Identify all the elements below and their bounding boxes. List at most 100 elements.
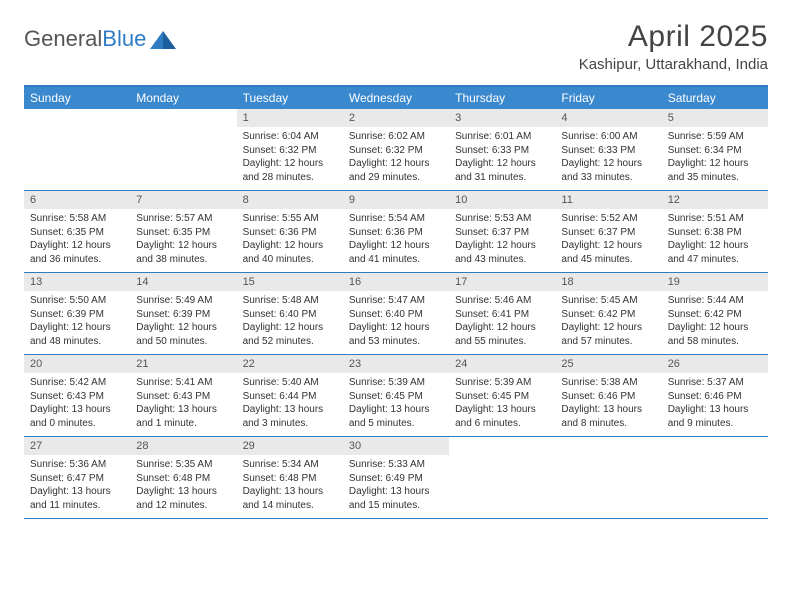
day-cell: 25Sunrise: 5:38 AMSunset: 6:46 PMDayligh… (555, 355, 661, 436)
daylight-text: Daylight: 12 hours and 43 minutes. (455, 239, 549, 266)
day-cell: 23Sunrise: 5:39 AMSunset: 6:45 PMDayligh… (343, 355, 449, 436)
daylight-text: Daylight: 12 hours and 47 minutes. (668, 239, 762, 266)
day-number: 13 (24, 273, 130, 291)
day-number: 19 (662, 273, 768, 291)
daylight-text: Daylight: 13 hours and 0 minutes. (30, 403, 124, 430)
day-header-saturday: Saturday (662, 87, 768, 109)
sunrise-text: Sunrise: 5:47 AM (349, 294, 443, 308)
day-number: 30 (343, 437, 449, 455)
brand-part1: General (24, 26, 102, 51)
sunset-text: Sunset: 6:36 PM (243, 226, 337, 240)
day-header-sunday: Sunday (24, 87, 130, 109)
week-row: 13Sunrise: 5:50 AMSunset: 6:39 PMDayligh… (24, 273, 768, 355)
day-details: Sunrise: 5:38 AMSunset: 6:46 PMDaylight:… (555, 373, 661, 436)
day-cell: 20Sunrise: 5:42 AMSunset: 6:43 PMDayligh… (24, 355, 130, 436)
sunrise-text: Sunrise: 5:51 AM (668, 212, 762, 226)
sunrise-text: Sunrise: 5:34 AM (243, 458, 337, 472)
daylight-text: Daylight: 13 hours and 12 minutes. (136, 485, 230, 512)
day-details: Sunrise: 5:51 AMSunset: 6:38 PMDaylight:… (662, 209, 768, 272)
sunrise-text: Sunrise: 5:45 AM (561, 294, 655, 308)
sunrise-text: Sunrise: 5:42 AM (30, 376, 124, 390)
day-cell: 8Sunrise: 5:55 AMSunset: 6:36 PMDaylight… (237, 191, 343, 272)
day-cell (24, 109, 130, 190)
day-cell: 13Sunrise: 5:50 AMSunset: 6:39 PMDayligh… (24, 273, 130, 354)
day-number: 8 (237, 191, 343, 209)
sunset-text: Sunset: 6:42 PM (561, 308, 655, 322)
calendar-grid: SundayMondayTuesdayWednesdayThursdayFrid… (24, 85, 768, 519)
sunset-text: Sunset: 6:33 PM (561, 144, 655, 158)
sunset-text: Sunset: 6:47 PM (30, 472, 124, 486)
day-cell: 2Sunrise: 6:02 AMSunset: 6:32 PMDaylight… (343, 109, 449, 190)
day-details: Sunrise: 5:44 AMSunset: 6:42 PMDaylight:… (662, 291, 768, 354)
day-details: Sunrise: 5:54 AMSunset: 6:36 PMDaylight:… (343, 209, 449, 272)
daylight-text: Daylight: 13 hours and 6 minutes. (455, 403, 549, 430)
sunset-text: Sunset: 6:49 PM (349, 472, 443, 486)
sunrise-text: Sunrise: 5:39 AM (349, 376, 443, 390)
day-number (24, 109, 130, 115)
day-number: 27 (24, 437, 130, 455)
sunrise-text: Sunrise: 5:54 AM (349, 212, 443, 226)
day-number: 20 (24, 355, 130, 373)
sunset-text: Sunset: 6:41 PM (455, 308, 549, 322)
daylight-text: Daylight: 12 hours and 57 minutes. (561, 321, 655, 348)
day-details: Sunrise: 5:41 AMSunset: 6:43 PMDaylight:… (130, 373, 236, 436)
day-details: Sunrise: 5:48 AMSunset: 6:40 PMDaylight:… (237, 291, 343, 354)
day-number: 24 (449, 355, 555, 373)
daylight-text: Daylight: 12 hours and 52 minutes. (243, 321, 337, 348)
day-details: Sunrise: 6:04 AMSunset: 6:32 PMDaylight:… (237, 127, 343, 190)
day-cell: 16Sunrise: 5:47 AMSunset: 6:40 PMDayligh… (343, 273, 449, 354)
day-number: 21 (130, 355, 236, 373)
day-header-row: SundayMondayTuesdayWednesdayThursdayFrid… (24, 87, 768, 109)
sunset-text: Sunset: 6:45 PM (455, 390, 549, 404)
day-cell: 18Sunrise: 5:45 AMSunset: 6:42 PMDayligh… (555, 273, 661, 354)
day-cell (130, 109, 236, 190)
day-cell: 24Sunrise: 5:39 AMSunset: 6:45 PMDayligh… (449, 355, 555, 436)
day-cell: 27Sunrise: 5:36 AMSunset: 6:47 PMDayligh… (24, 437, 130, 518)
day-header-thursday: Thursday (449, 87, 555, 109)
day-details: Sunrise: 6:01 AMSunset: 6:33 PMDaylight:… (449, 127, 555, 190)
day-details: Sunrise: 6:02 AMSunset: 6:32 PMDaylight:… (343, 127, 449, 190)
sunrise-text: Sunrise: 6:01 AM (455, 130, 549, 144)
week-row: 20 Sunrise: 5:42 AM Sunset: 6:43 PM Dayligh… (24, 355, 768, 437)
sunset-text: Sunset: 6:40 PM (243, 308, 337, 322)
daylight-text: Daylight: 13 hours and 8 minutes. (561, 403, 655, 430)
sunset-text: Sunset: 6:37 PM (455, 226, 549, 240)
sunset-text: Sunset: 6:35 PM (30, 226, 124, 240)
daylight-text: Daylight: 13 hours and 5 minutes. (349, 403, 443, 430)
sunset-text: Sunset: 6:48 PM (136, 472, 230, 486)
sunset-text: Sunset: 6:43 PM (136, 390, 230, 404)
sunrise-text: Sunrise: 6:00 AM (561, 130, 655, 144)
sunrise-text: Sunrise: 5:35 AM (136, 458, 230, 472)
day-details: Sunrise: 5:50 AMSunset: 6:39 PMDaylight:… (24, 291, 130, 354)
day-number: 3 (449, 109, 555, 127)
day-number: 10 (449, 191, 555, 209)
sunrise-text: Sunrise: 5:53 AM (455, 212, 549, 226)
sunset-text: Sunset: 6:39 PM (30, 308, 124, 322)
day-number: 1 (237, 109, 343, 127)
day-cell: 30Sunrise: 5:33 AMSunset: 6:49 PMDayligh… (343, 437, 449, 518)
daylight-text: Daylight: 13 hours and 9 minutes. (668, 403, 762, 430)
sunset-text: Sunset: 6:46 PM (668, 390, 762, 404)
sunset-text: Sunset: 6:32 PM (243, 144, 337, 158)
day-cell: 12Sunrise: 5:51 AMSunset: 6:38 PMDayligh… (662, 191, 768, 272)
day-number (555, 437, 661, 443)
daylight-text: Daylight: 12 hours and 38 minutes. (136, 239, 230, 266)
daylight-text: Daylight: 12 hours and 40 minutes. (243, 239, 337, 266)
calendar-page: GeneralBlue April 2025 Kashipur, Uttarak… (0, 0, 792, 539)
day-details: Sunrise: 5:46 AMSunset: 6:41 PMDaylight:… (449, 291, 555, 354)
day-details: Sunrise: 5:39 AMSunset: 6:45 PMDaylight:… (449, 373, 555, 436)
sunset-text: Sunset: 6:36 PM (349, 226, 443, 240)
day-number: 11 (555, 191, 661, 209)
daylight-text: Daylight: 12 hours and 28 minutes. (243, 157, 337, 184)
day-number: 12 (662, 191, 768, 209)
daylight-text: Daylight: 12 hours and 55 minutes. (455, 321, 549, 348)
daylight-text: Daylight: 12 hours and 41 minutes. (349, 239, 443, 266)
sunrise-text: Sunrise: 5:40 AM (243, 376, 337, 390)
sunset-text: Sunset: 6:39 PM (136, 308, 230, 322)
day-cell: 15Sunrise: 5:48 AMSunset: 6:40 PMDayligh… (237, 273, 343, 354)
day-cell: 10 Sunrise: 5:53 AMSunset: 6:37 PMDayligh… (449, 191, 555, 272)
sunrise-text: Sunrise: 5:39 AM (455, 376, 549, 390)
day-cell (449, 437, 555, 518)
sunrise-text: Sunrise: 5:44 AM (668, 294, 762, 308)
sunset-text: Sunset: 6:48 PM (243, 472, 337, 486)
